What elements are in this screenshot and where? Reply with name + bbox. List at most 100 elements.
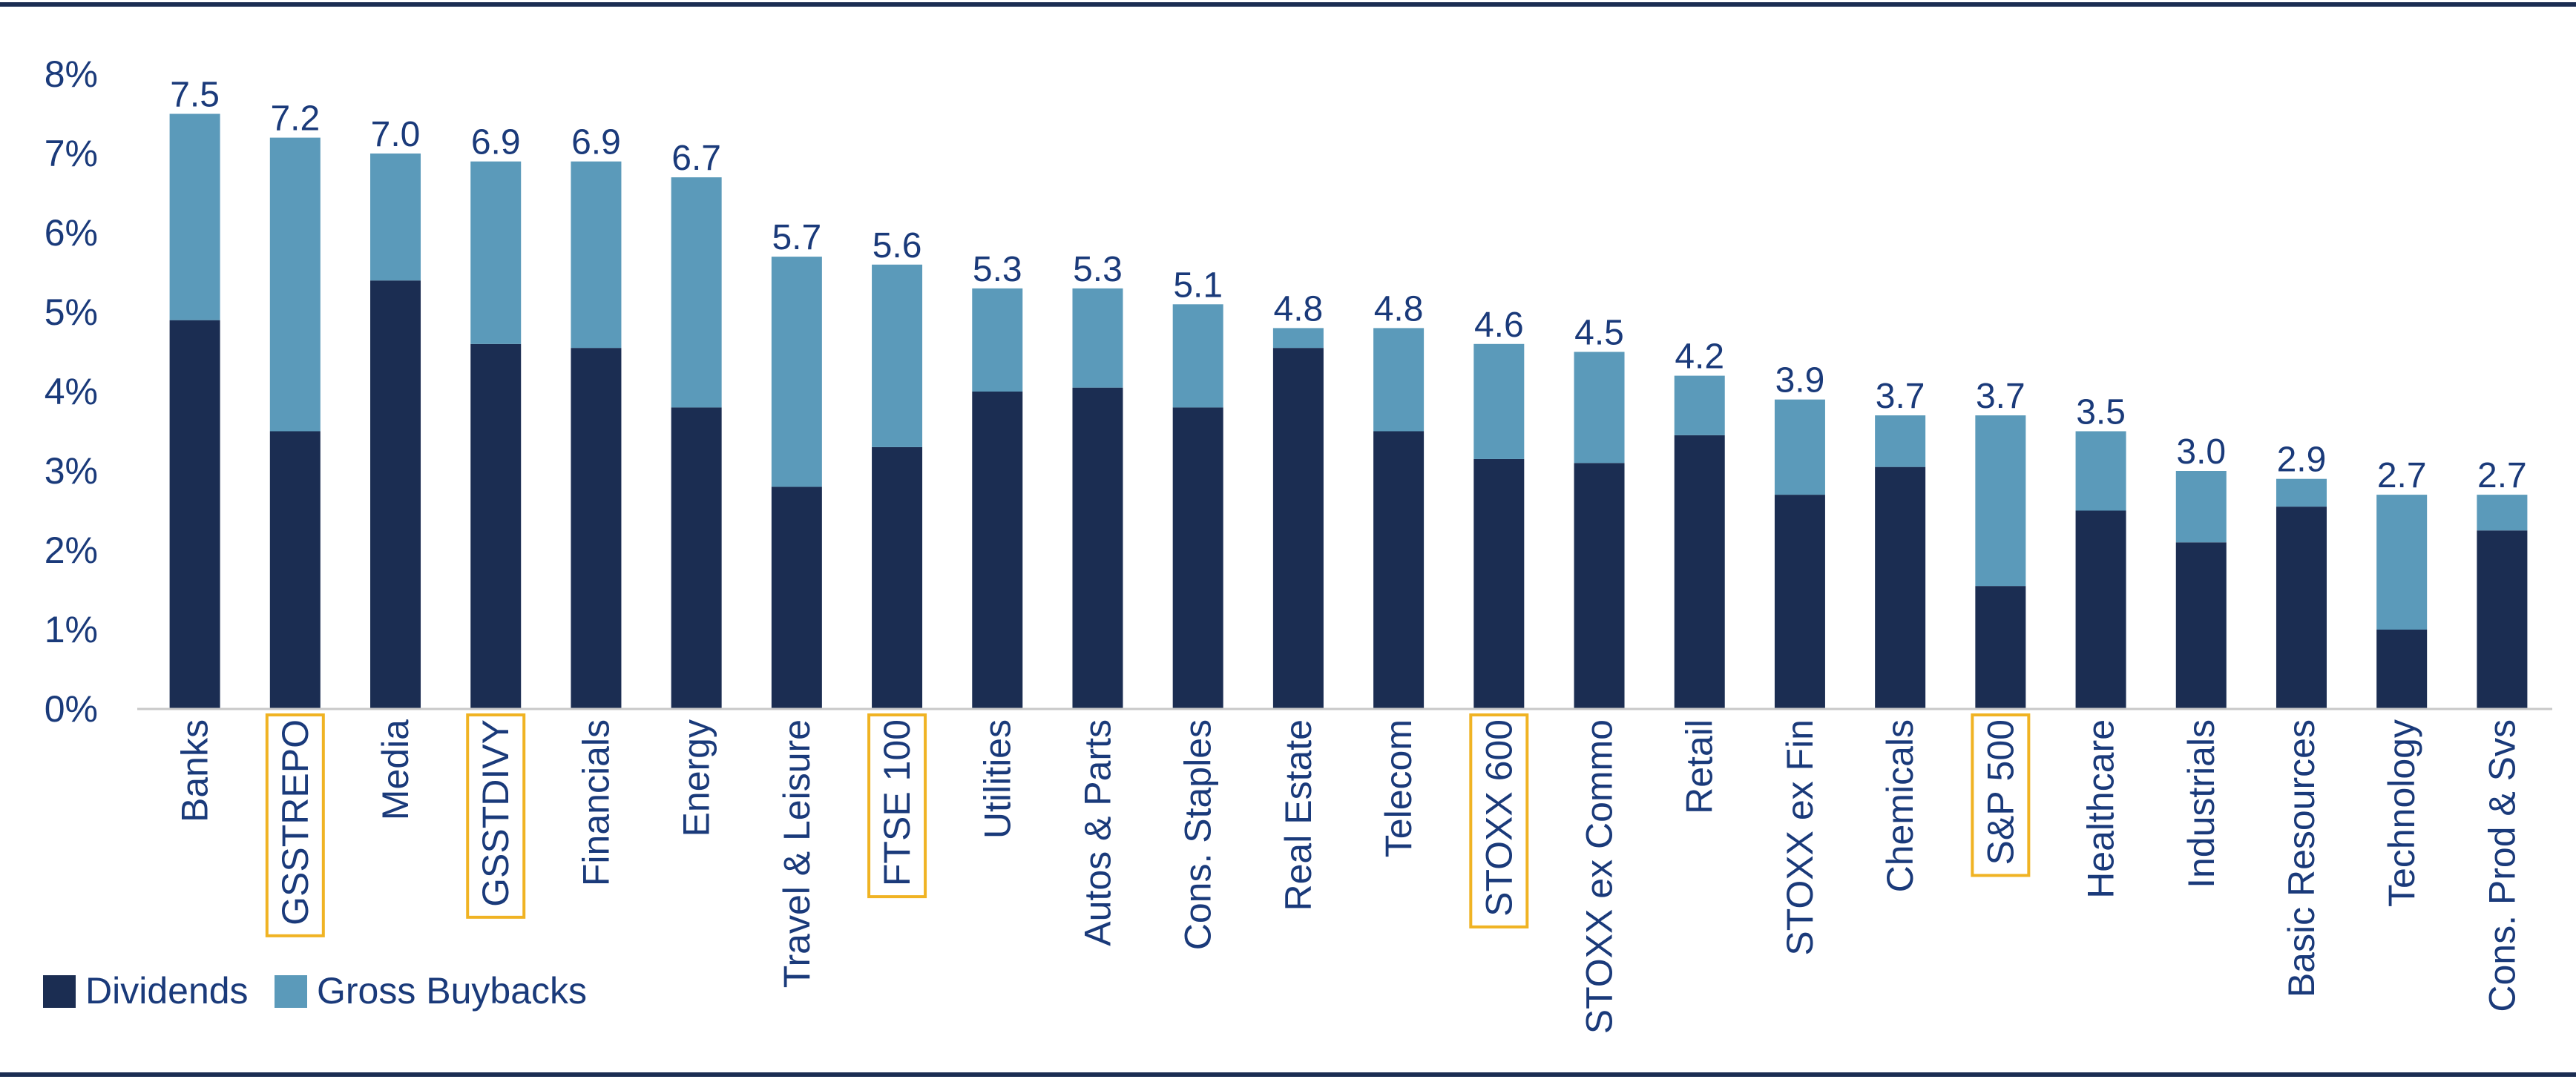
bar-segment-gross-buybacks — [972, 288, 1023, 392]
bar-segment-gross-buybacks — [1072, 288, 1123, 388]
bar-segment-gross-buybacks — [2376, 495, 2428, 630]
bar-segment-dividends — [2477, 530, 2528, 709]
bar-segment-dividends — [1172, 407, 1223, 709]
bar-total-label: 4.2 — [1675, 337, 1724, 377]
bar-segment-dividends — [1674, 435, 1725, 709]
bar-segment-dividends — [972, 392, 1023, 709]
bar-segment-gross-buybacks — [1473, 343, 1525, 459]
category-label: STOXX ex Fin — [1779, 719, 1821, 956]
bar-segment-gross-buybacks — [1272, 328, 1324, 349]
bar-segment-gross-buybacks — [571, 161, 622, 349]
bar-total-label: 7.0 — [371, 115, 421, 154]
bar-segment-dividends — [2075, 510, 2126, 709]
category-label: Media — [375, 719, 416, 820]
y-tick-label: 2% — [45, 530, 98, 571]
bar-total-label: 4.6 — [1474, 306, 1524, 345]
bar-segment-dividends — [370, 280, 421, 709]
bar-segment-dividends — [470, 343, 522, 709]
y-tick-label: 0% — [45, 688, 98, 730]
category-label: Energy — [676, 719, 717, 837]
bar-total-label: 5.3 — [973, 250, 1022, 289]
highlight-box — [265, 713, 325, 937]
bar-segment-gross-buybacks — [2075, 431, 2126, 511]
bar-segment-dividends — [671, 407, 722, 709]
bar-segment-gross-buybacks — [370, 154, 421, 281]
x-axis: Banks GSSTREPO Media GSSTDIVY Financials Ener… — [174, 713, 2523, 1034]
legend-label-gross-buybacks: Gross Buybacks — [317, 970, 587, 1012]
highlight-box — [466, 713, 526, 919]
bar-segment-gross-buybacks — [1373, 328, 1425, 432]
bar-segment-dividends — [2376, 630, 2428, 709]
category-label: Utilities — [976, 719, 1018, 839]
bar-total-label: 5.1 — [1173, 265, 1223, 305]
bar-total-label: 6.7 — [671, 139, 721, 178]
y-tick-label: 1% — [45, 609, 98, 650]
category-label: Technology — [2381, 719, 2422, 907]
bar-total-label: 4.5 — [1574, 314, 1624, 353]
bar-segment-dividends — [2276, 507, 2327, 709]
category-label: STOXX 600 — [1478, 719, 1519, 917]
bar-total-label: 3.5 — [2076, 393, 2126, 432]
category-label: Cons. Prod & Svs — [2481, 719, 2523, 1012]
bar-segment-dividends — [872, 446, 923, 709]
bar-segment-dividends — [771, 486, 822, 709]
category-label: Industrials — [2181, 719, 2222, 888]
bar-segment-gross-buybacks — [1875, 415, 1926, 467]
category-label: Healthcare — [2080, 719, 2122, 899]
bar-total-label: 2.7 — [2477, 456, 2527, 495]
category-label: STOXX ex Commo — [1579, 719, 1620, 1034]
bar-total-label: 4.8 — [1374, 289, 1424, 329]
category-label: Retail — [1679, 719, 1721, 814]
bar-total-label: 7.5 — [170, 76, 220, 115]
bar-segment-gross-buybacks — [1574, 352, 1625, 464]
bar-segment-dividends — [169, 320, 220, 709]
bar-segment-gross-buybacks — [671, 177, 722, 408]
y-tick-label: 6% — [45, 212, 98, 254]
bar-segment-dividends — [1373, 431, 1425, 709]
bar-total-label: 5.6 — [873, 226, 922, 265]
y-tick-label: 5% — [45, 291, 98, 333]
category-label: Autos & Parts — [1077, 719, 1118, 946]
bar-total-label: 6.9 — [571, 123, 621, 162]
highlight-box — [1469, 713, 1529, 928]
bar-segment-dividends — [1272, 348, 1324, 709]
data-labels-group: 7.5 7.2 7.0 6.9 6.9 6.7 5.7 5.6 5.3 5.3 5.1 4.8 4.8 4… — [170, 76, 2527, 496]
bar-segment-gross-buybacks — [2175, 471, 2227, 543]
category-label: FTSE 100 — [876, 719, 918, 886]
category-label: Chemicals — [1879, 719, 1921, 892]
bar-segment-gross-buybacks — [470, 161, 522, 344]
legend: Dividends Gross Buybacks — [43, 970, 587, 1012]
bar-segment-gross-buybacks — [872, 264, 923, 447]
bar-segment-gross-buybacks — [1674, 375, 1725, 435]
category-label: Telecom — [1378, 719, 1419, 857]
bar-total-label: 4.8 — [1274, 289, 1324, 329]
bar-total-label: 3.7 — [1876, 377, 1925, 416]
category-label: Real Estate — [1278, 719, 1319, 911]
bar-total-label: 3.9 — [1775, 361, 1825, 400]
category-label: S&P 500 — [1979, 719, 2021, 865]
bar-segment-gross-buybacks — [2276, 478, 2327, 507]
bar-segment-dividends — [1574, 463, 1625, 709]
bar-total-label: 2.9 — [2277, 441, 2327, 480]
bar-total-label: 3.0 — [2176, 432, 2226, 472]
category-label: Basic Resources — [2281, 719, 2322, 997]
category-label: Financials — [575, 719, 617, 886]
bar-segment-gross-buybacks — [1774, 399, 1825, 495]
highlight-box — [867, 713, 927, 899]
bar-total-label: 5.3 — [1073, 250, 1123, 289]
y-tick-label: 8% — [45, 53, 98, 95]
bar-segment-gross-buybacks — [2477, 495, 2528, 531]
bar-segment-dividends — [1774, 495, 1825, 709]
category-label: Cons. Staples — [1177, 719, 1219, 950]
y-axis: 0% 1% 2% 3% 4% 5% 6% 7% 8% — [45, 53, 98, 730]
legend-swatch-gross-buybacks — [275, 975, 307, 1008]
bar-segment-gross-buybacks — [1172, 304, 1223, 408]
bar-segment-dividends — [1072, 387, 1123, 709]
category-label: GSSTDIVY — [475, 719, 516, 907]
bar-segment-gross-buybacks — [771, 257, 822, 487]
bar-segment-dividends — [1975, 586, 2026, 709]
y-tick-label: 7% — [45, 133, 98, 174]
bar-segment-gross-buybacks — [1975, 415, 2026, 587]
bar-segment-dividends — [269, 431, 321, 709]
highlight-box — [1971, 713, 2031, 877]
